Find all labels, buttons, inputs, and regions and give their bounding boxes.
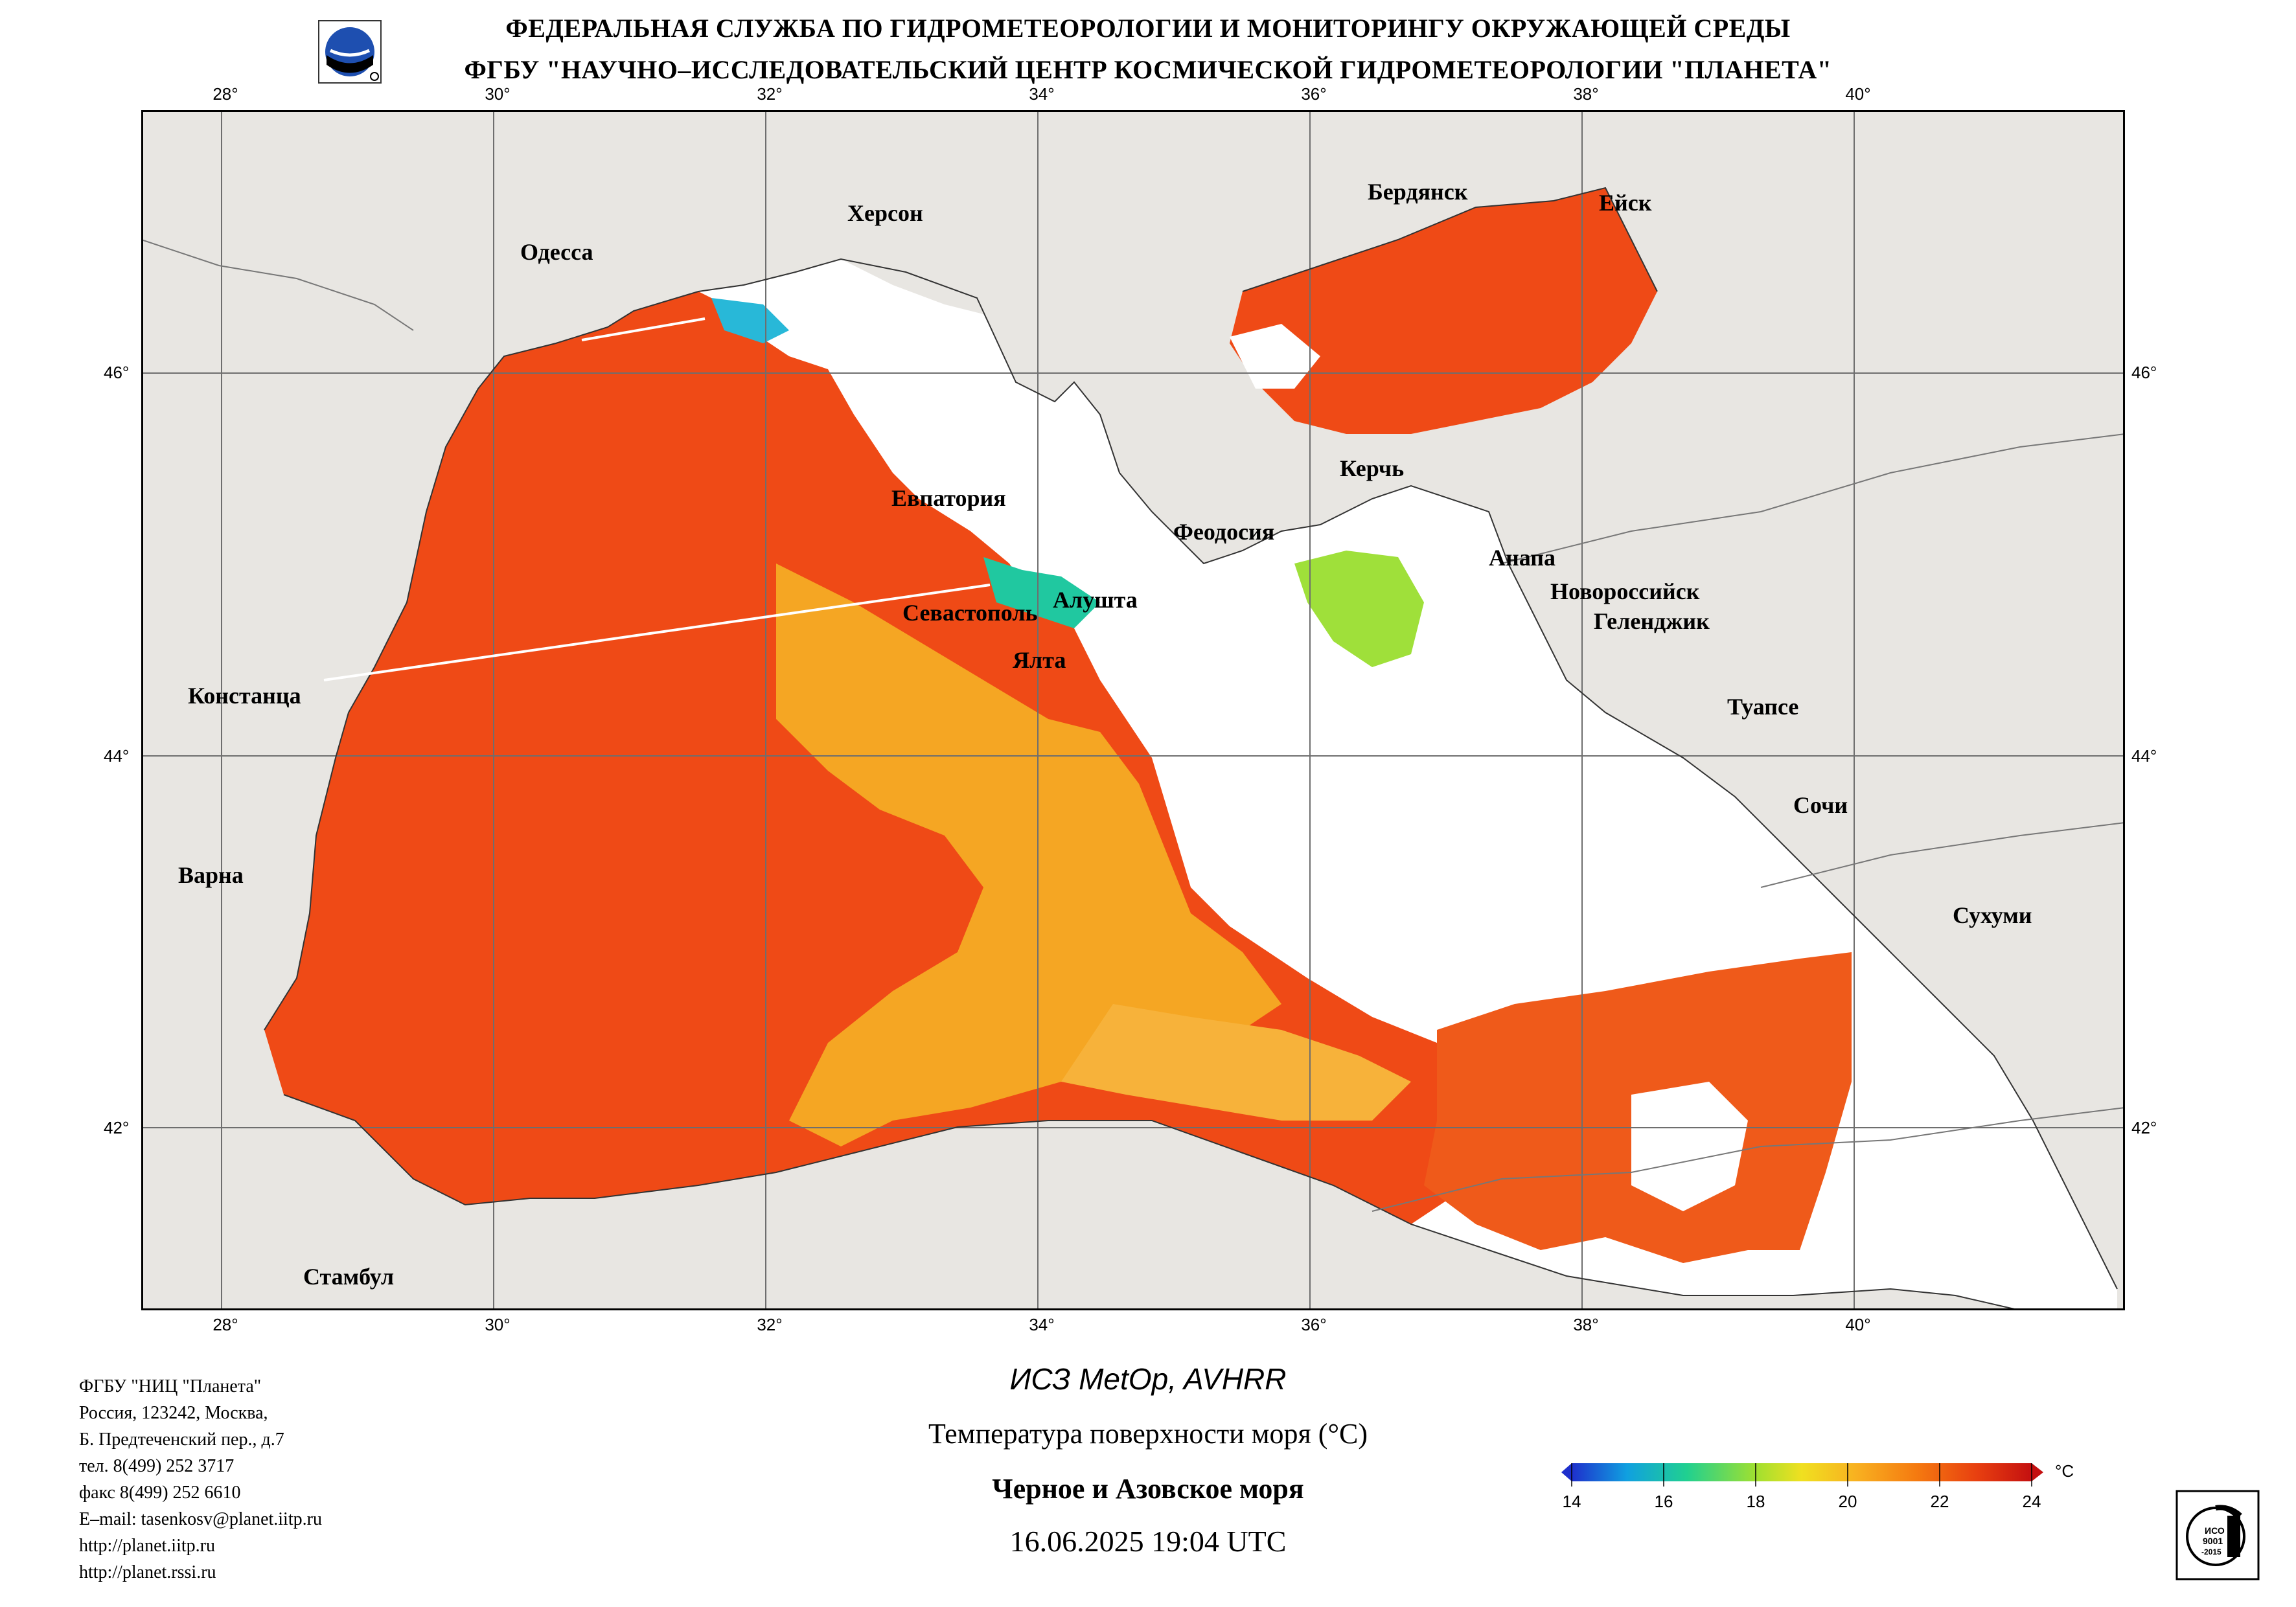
lon-label-34-top: 34° (1029, 84, 1055, 104)
legend-tick: 18 (1746, 1492, 1765, 1511)
sst-cool-odessa (711, 298, 789, 343)
city-sochi: Сочи (1793, 792, 1848, 818)
caption-region: Черное и Азовское моря (992, 1473, 1304, 1505)
sst-cool-crimea (983, 557, 1100, 628)
lon-label-34-bottom: 34° (1029, 1315, 1055, 1334)
info-line: http://planet.rssi.ru (79, 1562, 216, 1582)
city-yalta: Ялта (1013, 647, 1066, 673)
coastlines (141, 187, 2125, 1310)
city-varna: Варна (178, 862, 244, 888)
lat-label-46-left: 46° (104, 363, 130, 382)
city-alushta: Алушта (1053, 587, 1138, 613)
caption-satellite: ИСЗ MetOp, AVHRR (1009, 1362, 1287, 1396)
planeta-logo-icon (318, 20, 382, 84)
lon-label-30-bottom: 30° (485, 1315, 511, 1334)
city-evpatoria: Евпатория (891, 485, 1006, 511)
legend-tick: 14 (1562, 1492, 1581, 1511)
lon-label-32-bottom: 32° (757, 1315, 783, 1334)
lat-label-42-right: 42° (2131, 1118, 2157, 1137)
city-feodosia: Феодосия (1173, 519, 1275, 545)
lon-label-40-bottom: 40° (1845, 1315, 1871, 1334)
graticule (141, 110, 2125, 1310)
info-line: Россия, 123242, Москва, (79, 1403, 268, 1423)
legend-tick: 22 (1930, 1492, 1949, 1511)
caption-datetime: 16.06.2025 19:04 UTC (1009, 1525, 1287, 1558)
city-istanbul: Стамбул (303, 1264, 395, 1290)
sst-east-hole (1631, 1082, 1748, 1211)
contact-info: ФГБУ "НИЦ "Планета" Россия, 123242, Моск… (79, 1373, 322, 1586)
info-line: Б. Предтеченский пер., д.7 (79, 1430, 284, 1450)
lon-label-28-bottom: 28° (212, 1315, 238, 1334)
header-title-line2: ФГБУ "НАУЧНО–ИССЛЕДОВАТЕЛЬСКИЙ ЦЕНТР КОС… (464, 55, 1832, 84)
lon-label-36-bottom: 36° (1301, 1315, 1327, 1334)
info-line: http://planet.iitp.ru (79, 1536, 215, 1556)
city-kerch: Керчь (1340, 455, 1405, 481)
city-yeysk: Ейск (1599, 190, 1652, 216)
lat-label-42-left: 42° (104, 1118, 130, 1137)
sst-map: Одесса Херсон Бердянск Ейск Керчь Евпато… (141, 110, 2125, 1310)
info-line: факс 8(499) 252 6610 (79, 1483, 241, 1503)
city-tuapse: Туапсе (1727, 694, 1799, 720)
city-novorossiysk: Новороссийск (1550, 578, 1700, 604)
crimea-land (841, 259, 1411, 564)
lon-label-38-bottom: 38° (1573, 1315, 1599, 1334)
svg-text:-2015: -2015 (2201, 1547, 2221, 1556)
lon-label-32-top: 32° (757, 84, 783, 104)
caption-product: Температура поверхности моря (°C) (928, 1418, 1368, 1450)
info-line: E–mail: tasenkosv@planet.iitp.ru (79, 1509, 322, 1529)
info-line: ФГБУ "НИЦ "Планета" (79, 1376, 262, 1396)
lon-label-28-top: 28° (212, 84, 238, 104)
city-gelendzhik: Геленджик (1594, 608, 1710, 634)
legend-unit: °C (2055, 1461, 2074, 1481)
lat-label-44-left: 44° (104, 746, 130, 766)
sst-cool-kerch (1294, 551, 1424, 667)
svg-text:ИСО: ИСО (2205, 1525, 2225, 1536)
sst-mild-region (776, 564, 1281, 1146)
city-berdyansk: Бердянск (1368, 179, 1468, 205)
legend-tick: 24 (2022, 1492, 2041, 1511)
city-odessa: Одесса (520, 239, 593, 265)
legend-tick: 16 (1654, 1492, 1673, 1511)
lon-label-36-top: 36° (1301, 84, 1327, 104)
city-kherson: Херсон (847, 200, 923, 226)
lon-label-30-top: 30° (485, 84, 511, 104)
color-scale-legend (1561, 1463, 2043, 1487)
lat-label-44-right: 44° (2131, 746, 2157, 766)
lon-label-38-top: 38° (1573, 84, 1599, 104)
lat-label-46-right: 46° (2131, 363, 2157, 382)
info-line: тел. 8(499) 252 3717 (79, 1456, 235, 1476)
legend-tick: 20 (1838, 1492, 1857, 1511)
lon-label-40-top: 40° (1845, 84, 1871, 104)
svg-text:9001: 9001 (2203, 1536, 2223, 1546)
city-anapa: Анапа (1489, 545, 1556, 571)
header-title-line1: ФЕДЕРАЛЬНАЯ СЛУЖБА ПО ГИДРОМЕТЕОРОЛОГИИ … (505, 14, 1791, 43)
city-sevastopol: Севастополь (902, 600, 1038, 626)
iso-certification-icon: ИСО 9001 -2015 (2175, 1490, 2260, 1580)
city-sukhumi: Сухуми (1953, 902, 2032, 928)
sst-mild-south (1061, 1004, 1411, 1121)
city-constanta: Констанца (188, 683, 301, 709)
